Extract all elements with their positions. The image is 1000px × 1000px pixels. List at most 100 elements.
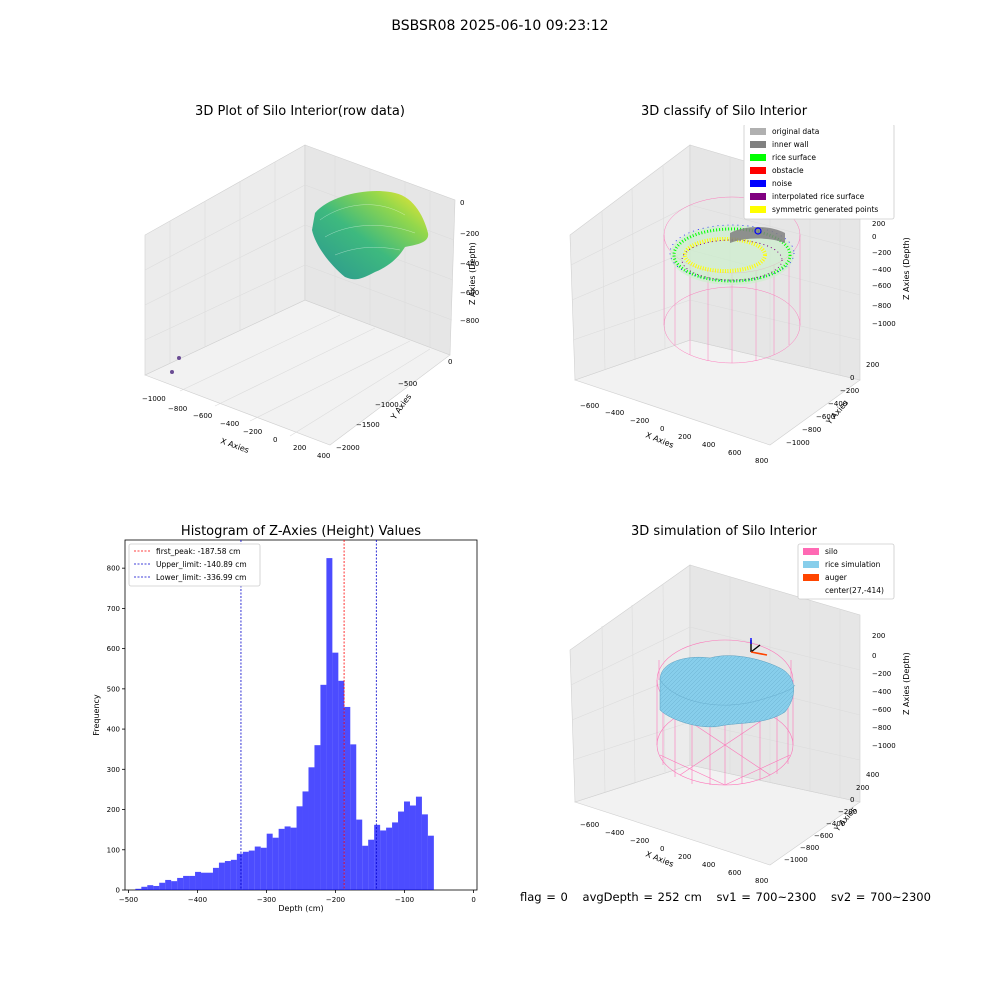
plot2-x-tick: −400 xyxy=(605,409,624,417)
plot1-x-tick: −800 xyxy=(168,405,187,413)
histogram-y-tick-label: 700 xyxy=(107,605,120,613)
plot2-z-tick: −600 xyxy=(872,282,891,290)
histogram-y-tick-label: 500 xyxy=(107,685,120,693)
histogram-y-tick-label: 200 xyxy=(107,806,120,814)
plot4-y-tick: 0 xyxy=(850,796,854,804)
histogram-y-tick-label: 100 xyxy=(107,846,120,854)
plot2-z-tick: −800 xyxy=(872,302,891,310)
plot4-x-tick: 200 xyxy=(678,853,691,861)
plot1-x-tick: 0 xyxy=(273,436,277,444)
histogram-title: Histogram of Z-Axies (Height) Values xyxy=(180,524,422,539)
histogram-bar xyxy=(415,796,422,890)
plot2-x-tick: 800 xyxy=(755,457,768,465)
histogram-bar xyxy=(189,875,196,890)
plot4-legend-label: rice simulation xyxy=(825,560,881,569)
plot1-x-label: X Axies xyxy=(219,436,250,455)
plot1-x-tick: −400 xyxy=(220,420,239,428)
plot1-z-tick: −400 xyxy=(460,260,479,268)
plot4-y-tick: −400 xyxy=(826,820,845,828)
plot2-z-tick: −400 xyxy=(872,266,891,274)
plot4-x-tick: 800 xyxy=(755,877,768,885)
plot2-x-label: X Axies xyxy=(644,431,675,450)
plot1-y-tick: −2000 xyxy=(336,444,360,452)
plot2-legend: original data inner wall rice surface ob… xyxy=(743,125,895,220)
histogram-bar xyxy=(302,791,309,890)
histogram-bar xyxy=(290,827,297,890)
histogram-bar xyxy=(224,861,231,890)
histogram-bar xyxy=(421,814,428,890)
plot4-legend-label: silo xyxy=(825,547,838,556)
plot4-y-tick: 400 xyxy=(866,771,879,779)
histogram-legend: first_peak: -187.58 cm Upper_limit: -140… xyxy=(128,543,261,587)
plot2-legend-label: interpolated rice surface xyxy=(772,192,865,201)
histogram-bar xyxy=(356,819,363,890)
histogram-bar xyxy=(386,827,393,890)
plot4-x-tick: 600 xyxy=(728,869,741,877)
histogram-bar xyxy=(254,846,261,890)
plot4-z-tick: 0 xyxy=(872,652,876,660)
histogram-x-tick-label: −400 xyxy=(188,896,207,904)
plot2-y-tick: −600 xyxy=(816,413,835,421)
plot2-y-tick: −400 xyxy=(828,400,847,408)
legend-upper-limit: Upper_limit: -140.89 cm xyxy=(156,560,247,569)
histogram-bar xyxy=(350,744,357,890)
histogram-bar xyxy=(236,853,243,890)
plot2-z-tick: −200 xyxy=(872,249,891,257)
histogram-bar xyxy=(284,826,291,890)
plot2-x-tick: −600 xyxy=(580,402,599,410)
figure-title: BSBSR08 2025-06-10 09:23:12 xyxy=(391,18,609,34)
plot4-x-tick: 0 xyxy=(660,845,664,853)
histogram-bar xyxy=(308,767,315,890)
histogram-bar xyxy=(212,867,219,890)
histogram-bar xyxy=(260,847,267,890)
histogram-x-label: Depth (cm) xyxy=(278,904,323,913)
legend-first-peak: first_peak: -187.58 cm xyxy=(156,547,240,556)
histogram-y-tick-label: 800 xyxy=(107,565,120,573)
histogram-y-tick-label: 0 xyxy=(116,887,120,895)
histogram-bar xyxy=(374,824,381,890)
plot2-x-tick: 400 xyxy=(702,441,715,449)
histogram-bar xyxy=(362,845,369,890)
histogram-bar xyxy=(278,828,285,890)
histogram-bar xyxy=(296,806,303,890)
plot4-z-tick: −600 xyxy=(872,706,891,714)
plot4-legend-label: auger xyxy=(825,573,848,582)
histogram-bar xyxy=(141,886,148,890)
sv2-text: sv2 = 700~2300 xyxy=(831,890,931,904)
plot1-y-tick: 0 xyxy=(448,358,452,366)
plot4-z-label: Z Axies (Depth) xyxy=(902,652,911,715)
plot1-x-tick: 400 xyxy=(317,452,330,460)
status-footer: flag = 0 avgDepth = 252 cm sv1 = 700~230… xyxy=(520,890,941,904)
plot2-z-label: Z Axies (Depth) xyxy=(902,237,911,300)
histogram-bar xyxy=(344,706,351,890)
histogram-bar xyxy=(171,881,178,890)
histogram-chart: −500 −400 −300 −200 −100 0 0 100 200 300 400 500 60… xyxy=(92,539,478,913)
histogram-y-tick-label: 400 xyxy=(107,726,120,734)
plot1-title: 3D Plot of Silo Interior(row data) xyxy=(195,104,405,119)
plot2-legend-label: rice surface xyxy=(772,153,816,162)
plot2-legend-label: noise xyxy=(772,179,792,188)
plot1-z-tick: −200 xyxy=(460,230,479,238)
histogram-bar xyxy=(153,885,160,890)
histogram-y-label: Frequency xyxy=(92,694,101,736)
histogram-bar xyxy=(177,877,184,890)
histogram-x-tick-label: −300 xyxy=(257,896,276,904)
histogram-bar xyxy=(392,822,399,890)
plot1-y-tick: −1500 xyxy=(356,421,380,429)
histogram-bar xyxy=(230,859,237,890)
plot1-z-tick: −800 xyxy=(460,317,479,325)
histogram-bar xyxy=(314,745,321,890)
plot2-z-tick: 0 xyxy=(872,233,876,241)
histogram-bar xyxy=(165,879,172,890)
legend-lower-limit: Lower_limit: -336.99 cm xyxy=(156,573,246,582)
plot2-x-tick: 600 xyxy=(728,449,741,457)
plot4-z-tick: −400 xyxy=(872,688,891,696)
histogram-bar xyxy=(195,871,202,890)
histogram-y-tick-label: 300 xyxy=(107,766,120,774)
sv1-text: sv1 = 700~2300 xyxy=(716,890,817,904)
histogram-x-tick-label: −100 xyxy=(395,896,414,904)
plot4-y-tick: −200 xyxy=(838,808,857,816)
plot4-z-tick: 200 xyxy=(872,632,885,640)
histogram-x-tick-label: −200 xyxy=(326,896,345,904)
plot2-y-tick: 0 xyxy=(850,374,854,382)
